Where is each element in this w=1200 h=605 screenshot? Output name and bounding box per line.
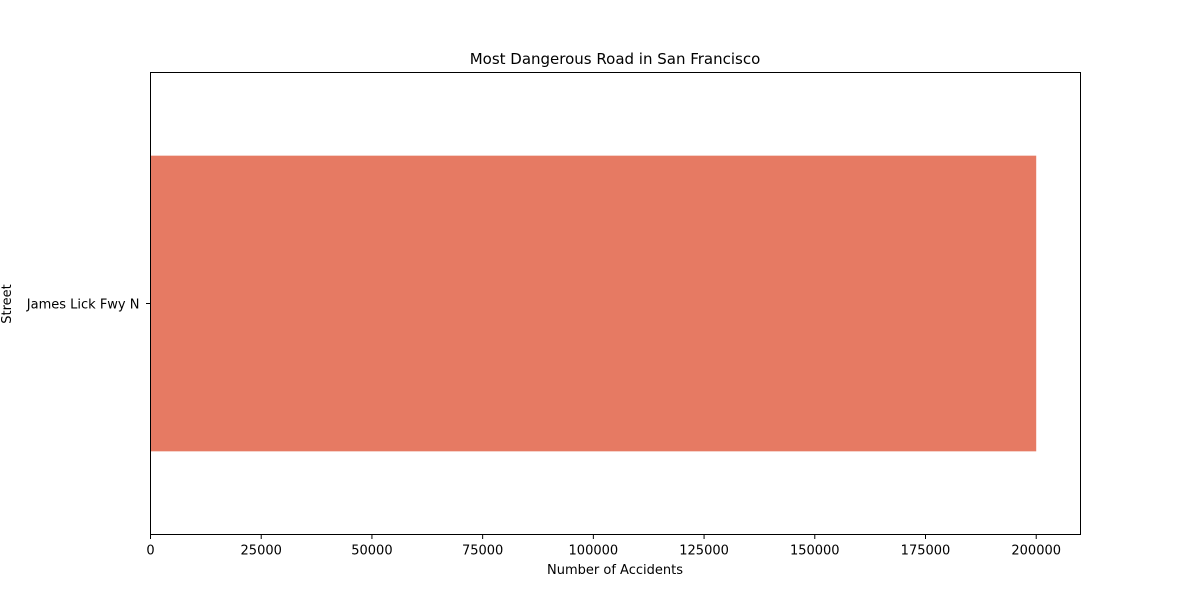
x-tick-label: 125000: [679, 544, 729, 559]
x-tick-label: 75000: [462, 544, 503, 559]
x-tick-label: 175000: [901, 544, 951, 559]
x-tick-label: 150000: [790, 544, 840, 559]
y-tick-label: James Lick Fwy N: [26, 298, 140, 313]
x-axis-label: Number of Accidents: [547, 563, 683, 578]
x-tick-label: 100000: [569, 544, 619, 559]
x-axis-ticks: 0 25000 50000 75000 100000 125000 150000 175000…: [146, 534, 1061, 559]
x-tick-label: 0: [146, 544, 154, 559]
chart-title: Most Dangerous Road in San Francisco: [470, 50, 761, 68]
y-axis-label: Street: [0, 284, 15, 324]
x-tick-label: 200000: [1011, 544, 1061, 559]
x-tick-label: 25000: [241, 544, 282, 559]
x-tick-label: 50000: [351, 544, 392, 559]
y-axis-ticks: James Lick Fwy N: [26, 298, 151, 313]
bar-james-lick-fwy-n: [150, 155, 1037, 452]
bars-layer: [150, 155, 1037, 452]
